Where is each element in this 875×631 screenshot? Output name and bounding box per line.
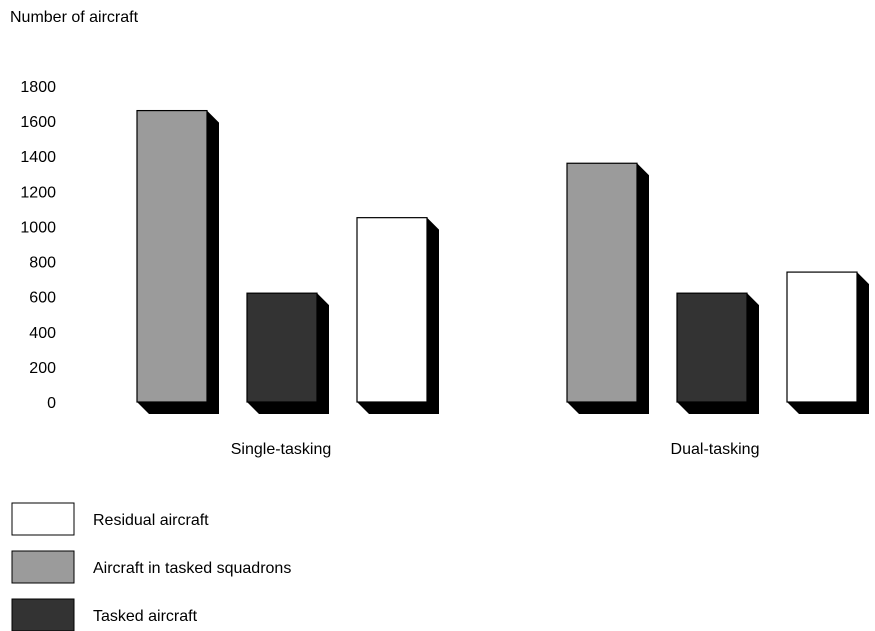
legend-item: Aircraft in tasked squadrons (11, 550, 291, 584)
legend: Residual aircraft Aircraft in tasked squa… (11, 502, 291, 631)
bar-tasked-aircraft-dual-tasking (676, 292, 759, 414)
x-category-label: Single-tasking (231, 441, 332, 458)
legend-item: Tasked aircraft (11, 598, 198, 631)
x-axis-labels: Single-tasking Dual-tasking (231, 441, 760, 458)
legend-item: Residual aircraft (11, 502, 209, 536)
bar-tasked-aircraft-single-tasking (246, 292, 329, 414)
bar-shadow (137, 110, 219, 415)
bar-face (136, 109, 208, 403)
y-tick-label: 1400 (20, 149, 56, 166)
bar-residual-aircraft-single-tasking (356, 217, 439, 414)
legend-label: Residual aircraft (93, 512, 209, 529)
y-tick-label: 1000 (20, 219, 56, 236)
bar-shadow (357, 217, 439, 414)
y-tick-label: 1800 (20, 79, 56, 96)
bar-shadow (567, 163, 649, 414)
y-tick-label: 200 (29, 360, 56, 377)
y-axis-title: Number of aircraft (10, 9, 139, 26)
bar-face (786, 271, 858, 403)
y-axis-ticks: 0 200 400 600 800 1000 1200 1400 1600 1800 (20, 79, 56, 412)
legend-swatch (11, 550, 75, 584)
bar-shadow (677, 293, 759, 414)
legend-swatch (11, 598, 75, 631)
y-tick-label: 400 (29, 325, 56, 342)
bar-shadow (247, 293, 329, 414)
y-tick-label: 600 (29, 290, 56, 307)
bar-face (246, 292, 318, 403)
legend-label: Tasked aircraft (93, 608, 198, 625)
x-category-label: Dual-tasking (671, 441, 760, 458)
legend-swatch (11, 502, 75, 536)
bar-aircraft-in-tasked-squadrons-dual-tasking (566, 162, 649, 414)
bar-face (676, 292, 748, 403)
bar-face (566, 162, 638, 403)
y-tick-label: 1200 (20, 184, 56, 201)
y-tick-label: 0 (47, 395, 56, 412)
bar-aircraft-in-tasked-squadrons-single-tasking (136, 109, 219, 415)
bar-shadow (787, 272, 869, 414)
bar-face (356, 217, 428, 403)
legend-label: Aircraft in tasked squadrons (93, 560, 291, 577)
y-tick-label: 800 (29, 255, 56, 272)
bar-residual-aircraft-dual-tasking (786, 271, 869, 414)
bars (136, 109, 869, 415)
y-tick-label: 1600 (20, 114, 56, 131)
